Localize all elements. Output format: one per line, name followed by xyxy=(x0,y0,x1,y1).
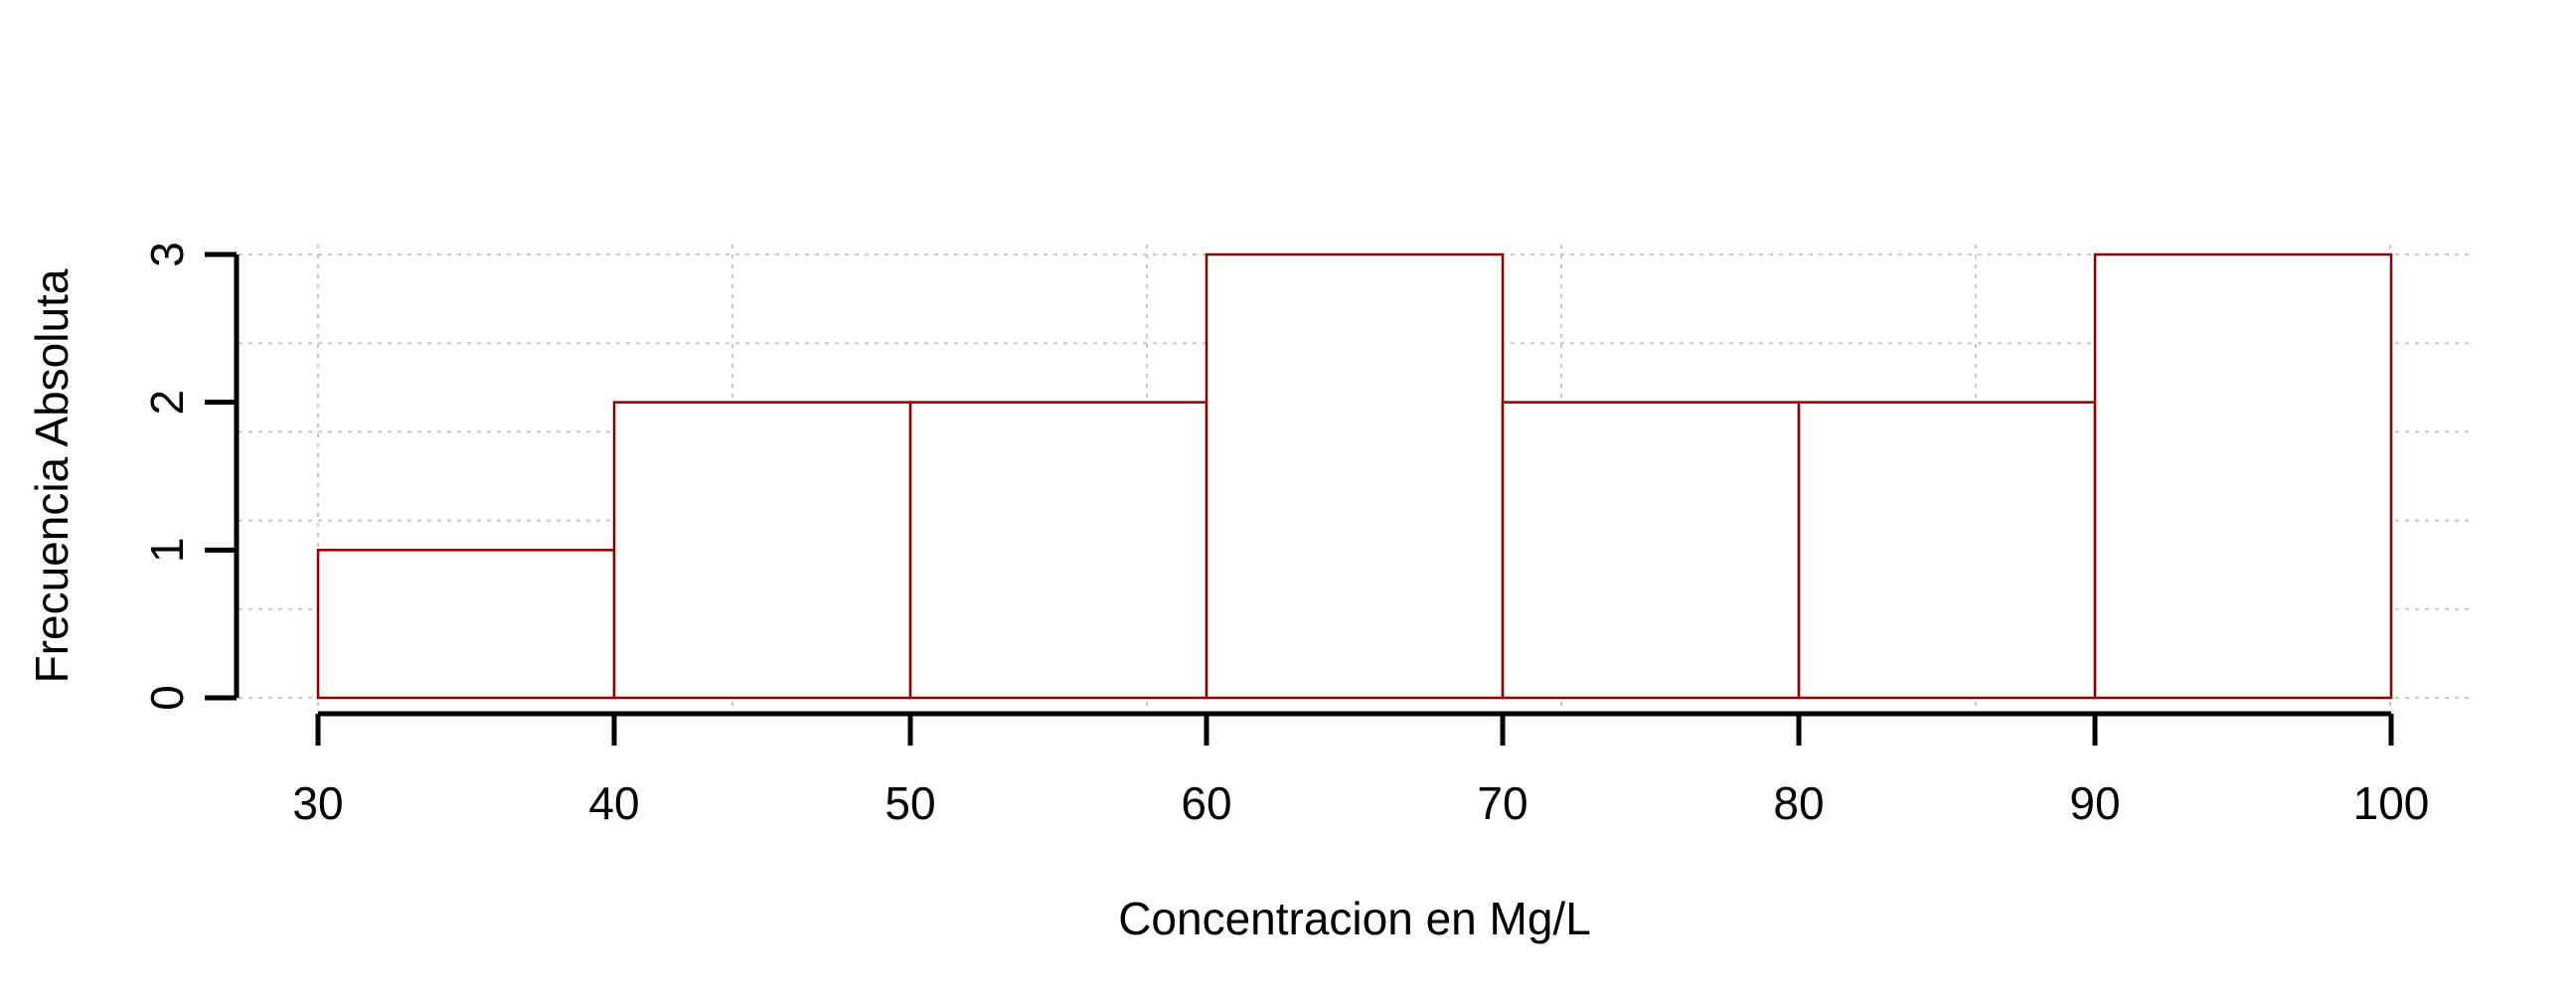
histogram-bar xyxy=(1501,401,1801,700)
histogram-bar xyxy=(1797,401,2097,700)
x-axis-title: Concentracion en Mg/L xyxy=(1118,893,1591,944)
x-tick-label: 60 xyxy=(1181,777,1231,829)
x-tick-label: 90 xyxy=(2069,777,2120,829)
y-tick-label: 1 xyxy=(141,538,193,564)
x-tick-label: 100 xyxy=(2353,777,2430,829)
bars xyxy=(316,252,2393,700)
x-tick-label: 30 xyxy=(292,777,343,829)
x-tick-label: 70 xyxy=(1477,777,1528,829)
x-tick-label: 50 xyxy=(885,777,935,829)
histogram-bar xyxy=(908,401,1208,700)
histogram-bar xyxy=(316,549,616,700)
histogram-bar xyxy=(1205,252,1505,700)
y-tick-label: 0 xyxy=(141,685,193,711)
y-tick-label: 3 xyxy=(141,242,193,267)
x-tick-label: 40 xyxy=(588,777,639,829)
y-tick-label: 2 xyxy=(141,390,193,416)
histogram-bar xyxy=(612,401,912,700)
x-tick-label: 80 xyxy=(1773,777,1824,829)
histogram-bar xyxy=(2093,252,2393,700)
y-axis-title: Frecuencia Absoluta xyxy=(26,268,78,683)
y-axis: 0 1 2 3 xyxy=(141,242,240,711)
x-axis: 30 40 50 60 70 80 90 100 xyxy=(292,711,2430,829)
